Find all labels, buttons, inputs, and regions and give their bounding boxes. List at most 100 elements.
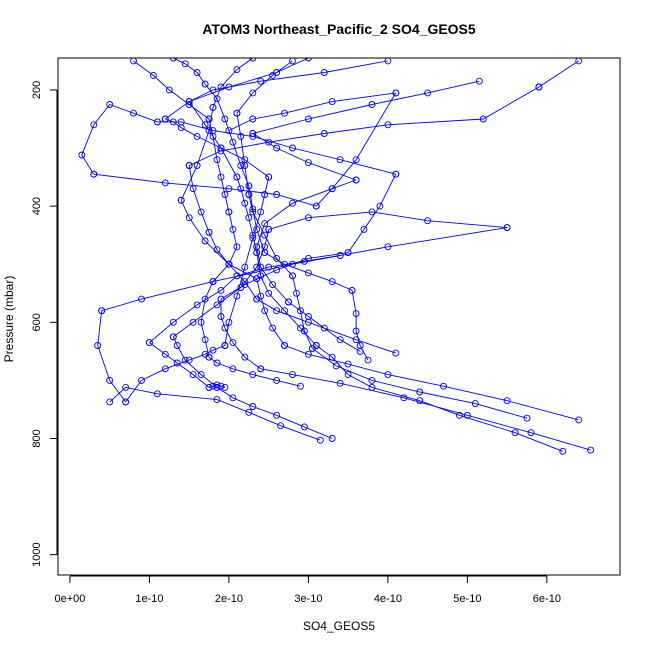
data-point [233, 272, 241, 280]
data-point [479, 115, 487, 123]
series-21 [312, 342, 567, 455]
data-point [161, 179, 169, 187]
data-point [320, 69, 328, 76]
series-layer [78, 58, 595, 455]
data-point [245, 408, 253, 416]
data-point [245, 191, 253, 198]
data-point [177, 196, 185, 204]
data-point [273, 376, 281, 384]
data-point [392, 349, 400, 357]
series-36 [285, 298, 364, 355]
series-59 [233, 252, 344, 280]
data-point [213, 156, 221, 164]
series-58 [145, 272, 241, 347]
data-point [523, 414, 531, 422]
data-point [225, 260, 233, 268]
data-point [98, 307, 106, 315]
series-line [212, 58, 254, 108]
data-point [368, 101, 376, 108]
data-point [241, 353, 249, 361]
data-point [455, 411, 463, 419]
data-point [308, 344, 316, 352]
data-point [265, 225, 273, 233]
data-point [416, 388, 424, 396]
data-point [300, 257, 308, 265]
data-point [261, 231, 269, 239]
series-42 [205, 228, 261, 303]
data-point [535, 83, 543, 91]
data-point [153, 390, 161, 398]
data-point [225, 208, 233, 216]
data-point [304, 269, 312, 277]
y-tick-label: 600 [31, 313, 43, 331]
data-point [368, 376, 376, 384]
series-line [347, 173, 397, 253]
series-40 [249, 77, 483, 137]
data-point [221, 342, 229, 349]
series-line [538, 60, 579, 88]
data-point [273, 191, 281, 198]
series-line [284, 345, 579, 421]
data-point [440, 382, 447, 390]
data-point [503, 224, 511, 232]
data-point [229, 138, 237, 146]
data-point [527, 429, 535, 437]
data-point [328, 278, 336, 286]
data-point [213, 95, 221, 103]
data-point [229, 394, 237, 402]
data-point [289, 199, 296, 207]
data-point [213, 246, 221, 254]
data-point [352, 327, 360, 335]
data-point [265, 138, 273, 146]
data-point [289, 144, 296, 152]
series-52 [197, 278, 217, 361]
series-line [97, 310, 126, 403]
data-point [575, 58, 583, 65]
data-point [511, 429, 519, 437]
data-point [213, 383, 221, 391]
data-point [213, 359, 221, 367]
data-point [304, 58, 312, 62]
series-line [188, 165, 210, 233]
data-point [173, 359, 181, 367]
series-51 [205, 353, 304, 390]
data-point [225, 127, 233, 135]
data-point [253, 275, 261, 283]
series-35 [233, 58, 296, 117]
data-point [261, 249, 269, 257]
data-point [273, 254, 281, 262]
data-point [185, 101, 193, 108]
y-axis-label: Pressure (mbar) [2, 276, 16, 363]
data-point [221, 324, 229, 332]
data-point [269, 324, 277, 332]
data-point [189, 318, 197, 326]
data-point [587, 446, 595, 454]
series-18 [90, 170, 320, 210]
series-line [264, 252, 353, 291]
data-point [233, 109, 241, 117]
data-point [165, 86, 173, 94]
series-line [189, 86, 540, 166]
x-tick-label: 0e+00 [54, 593, 85, 605]
data-point [316, 436, 324, 444]
data-point [161, 350, 169, 358]
data-point [138, 295, 145, 303]
series-line [351, 290, 369, 361]
data-point [225, 185, 233, 193]
data-point [237, 132, 245, 140]
data-point [221, 115, 229, 123]
data-point [130, 58, 137, 65]
series-line [180, 200, 257, 280]
series-line [256, 298, 396, 354]
data-point [304, 350, 312, 358]
data-point [332, 362, 340, 370]
data-point [229, 365, 237, 373]
data-point [213, 301, 221, 309]
data-point [233, 66, 241, 74]
data-point [225, 318, 233, 326]
series-20 [225, 89, 400, 135]
series-line [165, 118, 269, 178]
data-point [273, 144, 281, 152]
data-point [336, 156, 344, 164]
series-44 [185, 83, 543, 169]
